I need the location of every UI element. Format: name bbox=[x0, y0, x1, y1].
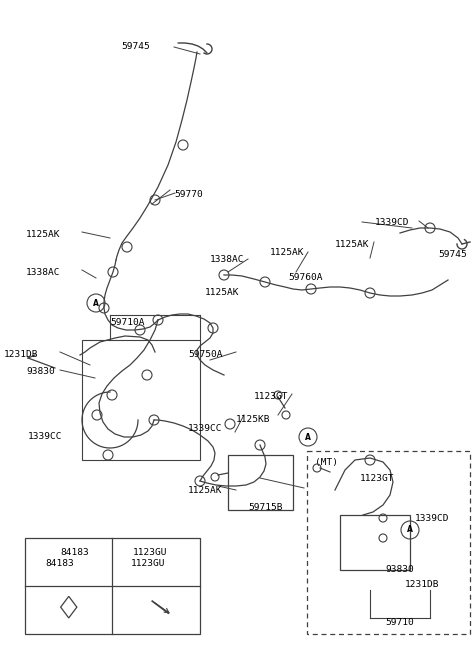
Text: 1125AK: 1125AK bbox=[205, 288, 239, 297]
Bar bbox=[307, 451, 470, 634]
Text: 1123GT: 1123GT bbox=[360, 474, 394, 483]
Text: 59710A: 59710A bbox=[110, 318, 145, 327]
Bar bbox=[340, 515, 410, 570]
Text: 59750A: 59750A bbox=[188, 350, 222, 359]
Bar bbox=[25, 538, 200, 634]
Text: 1123GU: 1123GU bbox=[131, 559, 165, 568]
Text: 1339CC: 1339CC bbox=[188, 424, 222, 433]
Text: 59715B: 59715B bbox=[248, 503, 283, 512]
Text: 93830: 93830 bbox=[26, 367, 55, 376]
Text: 1231DB: 1231DB bbox=[4, 350, 38, 359]
Bar bbox=[82, 340, 200, 460]
Text: 1339CC: 1339CC bbox=[28, 432, 63, 441]
Text: 1231DB: 1231DB bbox=[405, 580, 439, 589]
Text: 1338AC: 1338AC bbox=[210, 255, 245, 264]
Text: (MT): (MT) bbox=[315, 458, 338, 467]
Text: 59745: 59745 bbox=[121, 42, 150, 51]
Text: 1339CD: 1339CD bbox=[375, 218, 410, 227]
Text: 1338AC: 1338AC bbox=[26, 268, 61, 277]
Text: 59760A: 59760A bbox=[288, 273, 322, 282]
Text: 84183: 84183 bbox=[61, 548, 90, 557]
Text: 1125AK: 1125AK bbox=[270, 248, 304, 257]
Text: 1125KB: 1125KB bbox=[236, 415, 271, 424]
Text: 59745: 59745 bbox=[438, 250, 467, 259]
Text: 93830: 93830 bbox=[385, 565, 414, 574]
Text: A: A bbox=[93, 298, 99, 307]
Bar bbox=[228, 455, 293, 510]
Text: A: A bbox=[407, 525, 413, 534]
Text: 59710: 59710 bbox=[385, 618, 414, 627]
Text: A: A bbox=[305, 432, 311, 441]
Text: 1125AK: 1125AK bbox=[26, 230, 61, 239]
Text: 1125AK: 1125AK bbox=[335, 240, 370, 249]
Text: 1123GT: 1123GT bbox=[254, 392, 289, 401]
Text: 1123GU: 1123GU bbox=[133, 548, 167, 557]
Text: 59770: 59770 bbox=[174, 190, 203, 199]
Text: 1125AK: 1125AK bbox=[188, 486, 222, 495]
Text: 84183: 84183 bbox=[46, 559, 74, 568]
Text: 1339CD: 1339CD bbox=[415, 514, 449, 523]
